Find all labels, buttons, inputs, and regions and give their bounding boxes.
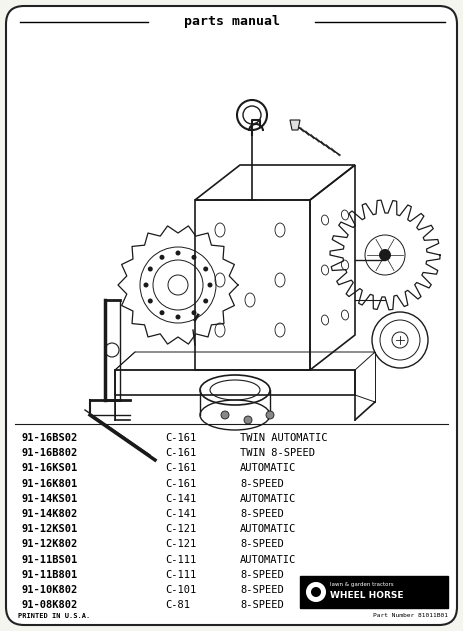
Text: C-121: C-121 [165,524,196,534]
Text: 91-10K802: 91-10K802 [22,585,78,595]
Circle shape [175,314,181,319]
Text: AUTOMATIC: AUTOMATIC [240,463,296,473]
Circle shape [266,411,274,419]
Text: C-141: C-141 [165,509,196,519]
FancyBboxPatch shape [6,6,457,625]
Text: 8-SPEED: 8-SPEED [240,509,284,519]
Text: 91-16BS02: 91-16BS02 [22,433,78,443]
Circle shape [192,310,196,316]
Text: 91-16KS01: 91-16KS01 [22,463,78,473]
Text: AUTOMATIC: AUTOMATIC [240,494,296,504]
Circle shape [159,255,164,260]
Text: C-161: C-161 [165,463,196,473]
Circle shape [159,310,164,316]
Text: 91-11BS01: 91-11BS01 [22,555,78,565]
Circle shape [306,582,326,602]
Text: 91-12K802: 91-12K802 [22,540,78,550]
Text: lawn & garden tractors: lawn & garden tractors [330,582,394,587]
Text: 91-16B802: 91-16B802 [22,448,78,458]
Circle shape [244,416,252,424]
Circle shape [379,249,391,261]
Text: 8-SPEED: 8-SPEED [240,600,284,610]
Text: 91-14K802: 91-14K802 [22,509,78,519]
Text: PRINTED IN U.S.A.: PRINTED IN U.S.A. [18,613,90,619]
Text: C-161: C-161 [165,478,196,488]
Text: 8-SPEED: 8-SPEED [240,478,284,488]
Text: C-111: C-111 [165,570,196,580]
Text: parts manual: parts manual [183,16,280,28]
Text: C-161: C-161 [165,448,196,458]
Text: 8-SPEED: 8-SPEED [240,570,284,580]
Text: AUTOMATIC: AUTOMATIC [240,555,296,565]
Circle shape [192,255,196,260]
Circle shape [311,587,321,597]
Text: C-141: C-141 [165,494,196,504]
Text: TWIN AUTOMATIC: TWIN AUTOMATIC [240,433,327,443]
Text: 91-11B801: 91-11B801 [22,570,78,580]
Text: C-81: C-81 [165,600,190,610]
Text: 91-08K802: 91-08K802 [22,600,78,610]
Text: C-111: C-111 [165,555,196,565]
Text: C-121: C-121 [165,540,196,550]
FancyBboxPatch shape [300,576,448,608]
Polygon shape [290,120,300,130]
Circle shape [203,266,208,271]
Text: 8-SPEED: 8-SPEED [240,540,284,550]
Circle shape [175,251,181,256]
Text: 91-14KS01: 91-14KS01 [22,494,78,504]
Text: 91-16K801: 91-16K801 [22,478,78,488]
Text: Part Number 81011B01: Part Number 81011B01 [373,613,448,618]
Text: TWIN 8-SPEED: TWIN 8-SPEED [240,448,315,458]
Circle shape [221,411,229,419]
Text: C-161: C-161 [165,433,196,443]
Text: AUTOMATIC: AUTOMATIC [240,524,296,534]
Text: C-101: C-101 [165,585,196,595]
Circle shape [207,283,213,288]
Circle shape [144,283,149,288]
Text: 91-12KS01: 91-12KS01 [22,524,78,534]
Circle shape [203,298,208,304]
Circle shape [148,266,153,271]
Text: 8-SPEED: 8-SPEED [240,585,284,595]
Text: WHEEL HORSE: WHEEL HORSE [330,591,403,600]
Circle shape [148,298,153,304]
